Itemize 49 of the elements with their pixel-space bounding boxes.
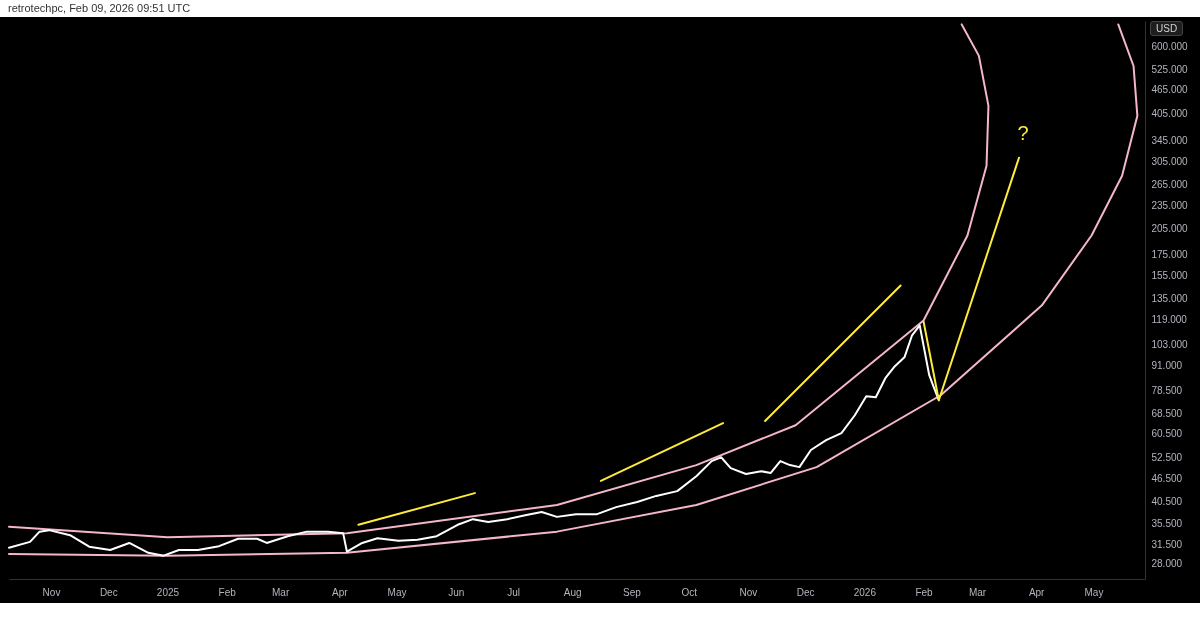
y-tick-label: 46.500 <box>1151 472 1183 484</box>
x-tick-label: 2025 <box>156 586 180 598</box>
x-tick-label: May <box>387 586 407 598</box>
x-tick-label: Nov <box>42 586 61 598</box>
y-tick-label: 119.000 <box>1151 314 1188 326</box>
x-tick-label: Apr <box>1028 586 1046 598</box>
x-tick-label: Apr <box>332 586 349 598</box>
y-tick-label: 525.000 <box>1151 64 1189 76</box>
y-tick-label: 135.000 <box>1151 293 1189 305</box>
line-series <box>8 23 1139 557</box>
x-tick-label: Feb <box>915 586 934 598</box>
y-tick-label: 52.500 <box>1151 452 1183 464</box>
x-tick-label: May <box>1084 586 1104 598</box>
x-tick-label: Aug <box>563 586 582 598</box>
x-tick-label: Dec <box>99 586 118 598</box>
y-tick-label: 175.000 <box>1151 249 1189 261</box>
y-tick-label: 345.000 <box>1151 134 1189 146</box>
y-tick-label: 60.500 <box>1151 428 1183 440</box>
y-tick-label: 40.500 <box>1151 496 1183 508</box>
x-tick-label: Jul <box>507 586 520 598</box>
y-tick-label: 465.000 <box>1151 84 1189 96</box>
x-tick-label: Mar <box>272 586 290 598</box>
y-tick-label: 28.000 <box>1151 558 1183 570</box>
x-tick-label: Feb <box>218 586 237 598</box>
x-tick-label: Nov <box>739 586 758 598</box>
x-tick-label: Sep <box>623 586 642 598</box>
y-tick-label: 205.000 <box>1151 222 1189 234</box>
text: retrotechpc, Feb 09, 2026 09:51 UTC <box>7 1 192 16</box>
y-axis-title: USD <box>1150 21 1184 36</box>
y-tick-label: 265.000 <box>1151 179 1189 191</box>
x-tick-label: 2026 <box>853 586 877 598</box>
y-tick-label: 155.000 <box>1151 269 1189 281</box>
x-tick-label: Dec <box>796 586 815 598</box>
y-tick-label: 91.000 <box>1151 359 1183 371</box>
y-tick-label: 305.000 <box>1151 155 1189 167</box>
y-tick-label: 35.500 <box>1151 518 1183 530</box>
x-tick-label: Oct <box>681 586 698 598</box>
y-tick-label: 78.500 <box>1151 384 1183 396</box>
line-series <box>8 23 990 539</box>
x-tick-label: Jun <box>448 586 465 598</box>
y-tick-label: 600.000 <box>1151 41 1189 53</box>
annotation: ? <box>1017 121 1029 144</box>
line-series <box>8 324 940 557</box>
x-tick-label: Mar <box>968 586 987 598</box>
y-tick-label: 405.000 <box>1151 107 1189 119</box>
y-tick-label: 103.000 <box>1151 338 1189 350</box>
y-tick-label: 68.500 <box>1151 407 1183 419</box>
y-tick-label: 31.500 <box>1151 538 1183 550</box>
y-tick-label: 235.000 <box>1151 199 1189 211</box>
